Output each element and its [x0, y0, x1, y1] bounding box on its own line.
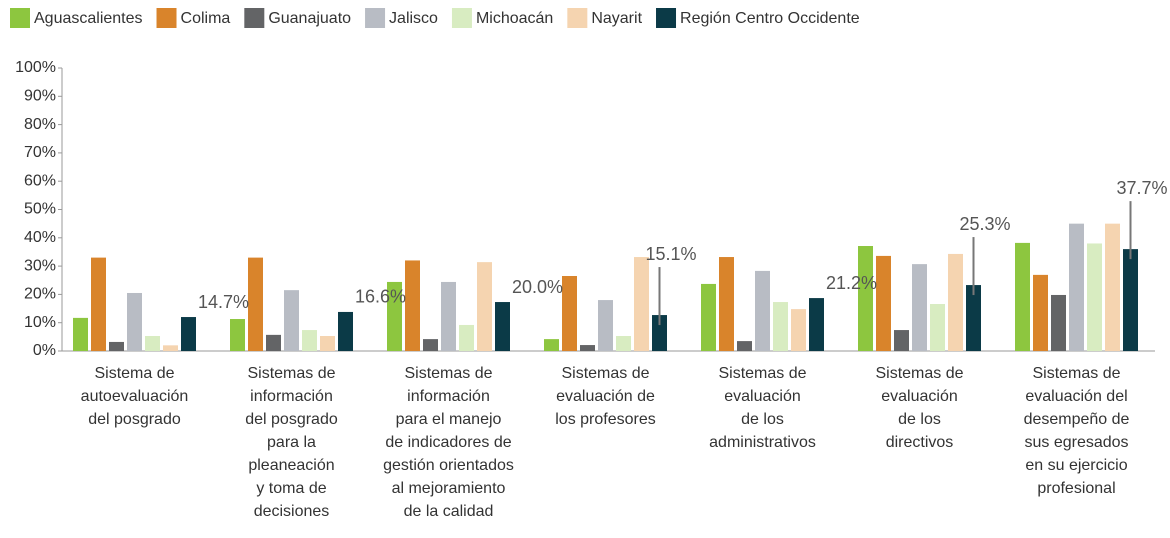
annotation: 37.7% [1117, 178, 1168, 198]
bar [423, 339, 438, 351]
bar [809, 298, 824, 351]
bar [544, 339, 559, 351]
y-tick-label: 50% [24, 201, 56, 218]
bar [459, 324, 474, 351]
bar [616, 336, 631, 351]
bar [912, 264, 927, 351]
y-tick-label: 100% [15, 59, 56, 76]
annotation: 25.3% [960, 214, 1011, 234]
x-tick-label: Sistemas de información del posgrado para l… [245, 365, 338, 520]
bar [127, 292, 142, 351]
bar [948, 253, 963, 351]
bar [562, 276, 577, 351]
bar [284, 290, 299, 351]
legend-label: Región Centro Occidente [680, 10, 860, 27]
bar [441, 281, 456, 351]
bar [1033, 274, 1048, 351]
bar [320, 336, 335, 351]
annotation: 16.6% [355, 287, 406, 307]
bar [91, 257, 106, 351]
bar [1051, 294, 1066, 351]
bar [876, 255, 891, 351]
bar [634, 257, 649, 351]
bar [858, 246, 873, 351]
annotation: 14.7% [198, 292, 249, 312]
legend-swatch [244, 8, 265, 28]
legend-swatch [656, 8, 677, 28]
y-tick-label: 80% [24, 116, 56, 133]
bar [1105, 223, 1120, 351]
bar [1069, 223, 1084, 351]
bar [163, 345, 178, 351]
bar [930, 304, 945, 351]
bar [73, 317, 88, 351]
y-tick-label: 60% [24, 172, 56, 189]
bar [791, 309, 806, 351]
y-tick-label: 20% [24, 286, 56, 303]
bar [1123, 249, 1138, 351]
legend-label: Colima [181, 10, 231, 27]
bar [1015, 242, 1030, 351]
bar [598, 300, 613, 351]
bar [1087, 243, 1102, 351]
bar [248, 257, 263, 351]
legend-label: Jalisco [389, 10, 438, 27]
bar [495, 302, 510, 351]
legend-label: Nayarit [591, 10, 642, 27]
bar [966, 285, 981, 351]
bar [405, 260, 420, 351]
y-tick-label: 10% [24, 314, 56, 331]
bar [701, 283, 716, 351]
x-tick-label: Sistemas de evaluación de los administrativ… [709, 365, 816, 451]
annotation: 15.1% [646, 244, 697, 264]
y-tick-label: 30% [24, 257, 56, 274]
y-tick-label: 40% [24, 229, 56, 246]
bar [230, 319, 245, 351]
x-tick-label: Sistemas de evaluación del desempeño de sus… [1024, 365, 1130, 497]
bar [719, 257, 734, 351]
bar [338, 311, 353, 351]
x-tick-label: Sistemas de evaluación de los profesores [555, 365, 656, 428]
bar [109, 341, 124, 351]
annotation: 21.2% [826, 273, 877, 293]
bar [181, 317, 196, 351]
legend-swatch [10, 8, 30, 28]
x-tick-label: Sistema de autoevaluación del posgrado [81, 365, 189, 428]
legend-swatch [156, 8, 177, 28]
bar [477, 262, 492, 351]
y-tick-label: 70% [24, 144, 56, 161]
y-tick-label: 90% [24, 88, 56, 105]
bar [894, 330, 909, 351]
bar [652, 315, 667, 351]
legend-label: Aguascalientes [34, 10, 143, 27]
bar [302, 330, 317, 351]
bar [145, 336, 160, 351]
x-tick-label: Sistemas de evaluación de los directivos [875, 365, 963, 451]
bar [580, 345, 595, 351]
x-tick-label: Sistemas de información para el manejo de i… [383, 365, 514, 520]
bar [755, 270, 770, 351]
legend-label: Guanajuato [268, 10, 351, 27]
bar [266, 334, 281, 351]
annotation: 20.0% [512, 277, 563, 297]
bar [737, 341, 752, 351]
y-tick-label: 0% [33, 342, 56, 359]
legend-swatch [451, 8, 472, 28]
bar [387, 281, 402, 351]
legend-swatch [567, 8, 588, 28]
legend-swatch [365, 8, 386, 28]
bar [773, 302, 788, 351]
legend-label: Michoacán [476, 10, 553, 27]
